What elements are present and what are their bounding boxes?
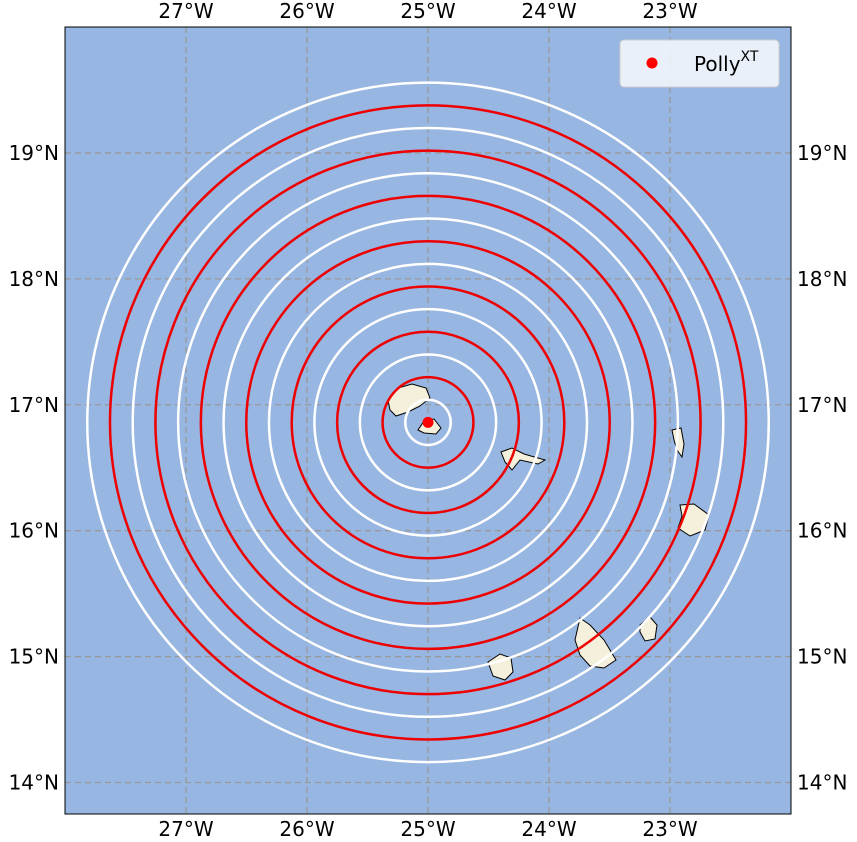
range-ring [290,285,566,560]
x-tick-label: 23°W [642,817,697,838]
range-ring [86,81,770,764]
x-tick-label: 25°W [400,817,455,838]
y-tick-label: 18°N [9,267,59,291]
y-tick-label: 19°N [797,141,847,165]
range-ring [154,149,702,696]
legend-name: Polly [694,52,741,76]
y-tick-label: 16°N [9,519,59,543]
legend-box [619,39,780,88]
range-ring [335,330,521,515]
range-ring [267,262,589,583]
legend-marker [646,57,658,69]
range-ring [199,194,657,651]
y-tick-label: 15°N [797,645,847,669]
y-tick-label: 15°N [9,645,59,669]
range-ring [245,239,611,605]
legend: PollyXT [619,39,780,88]
range-ring [131,126,725,719]
island [387,383,431,417]
y-tick-label: 17°N [9,393,59,417]
frame [64,26,792,815]
range-ring [176,172,680,673]
x-tick-label: 27°W [158,817,213,838]
y-tick-label: 16°N [797,519,847,543]
y-tick-label: 17°N [797,393,847,417]
y-tick-label: 18°N [797,267,847,291]
legend-label: PollyXT [694,49,759,76]
x-tick-label: 27°W [158,0,213,23]
range-ring [381,375,475,469]
range-ring [358,353,498,492]
x-tick-label: 24°W [521,0,576,23]
x-tick-label: 24°W [521,817,576,838]
islands [387,383,710,681]
station-point [422,416,434,428]
range-ring [108,104,748,741]
island [487,653,514,681]
island [574,617,617,669]
y-tick-label: 14°N [9,771,59,795]
x-tick-label: 26°W [279,0,334,23]
range-ring [313,307,543,537]
y-tick-label: 14°N [797,771,847,795]
x-tick-label: 26°W [279,817,334,838]
x-tick-label: 25°W [400,0,455,23]
legend-sup: XT [741,49,759,65]
y-tick-label: 19°N [9,141,59,165]
x-tick-label: 23°W [642,0,697,23]
range-ring [404,398,452,447]
range-ring [222,217,634,628]
